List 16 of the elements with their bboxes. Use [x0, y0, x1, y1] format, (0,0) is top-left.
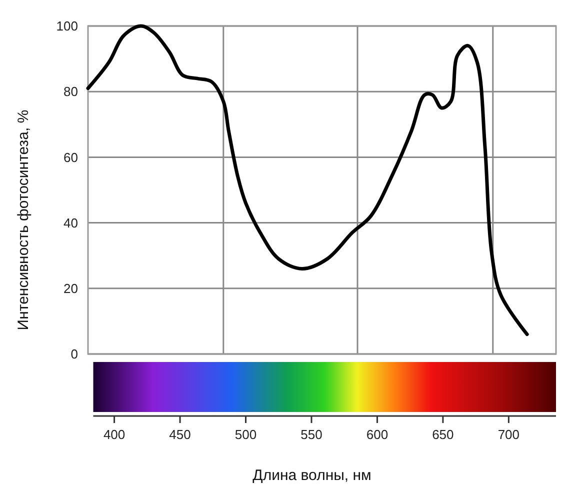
line-series	[86, 24, 529, 336]
y-tick-label: 80	[64, 84, 78, 100]
y-tick-label: 0	[70, 346, 78, 362]
y-tick-label: 60	[64, 150, 78, 165]
x-axis-title: Длина волны, нм	[252, 467, 372, 484]
x-tick-label: 550	[300, 427, 322, 442]
x-tick-label: 500	[234, 427, 257, 442]
y-tick-label: 100	[56, 18, 78, 34]
x-tick-label: 400	[103, 427, 126, 442]
x-tick-label: 450	[169, 427, 191, 442]
x-tick-label: 700	[498, 427, 520, 442]
x-tick-label: 650	[432, 427, 454, 442]
x-tick-label: 600	[366, 427, 388, 442]
y-tick-label: 20	[64, 280, 78, 296]
y-axis-title: Интенсивность фотосинтеза, %	[15, 110, 32, 330]
y-tick-label: 40	[64, 215, 78, 230]
